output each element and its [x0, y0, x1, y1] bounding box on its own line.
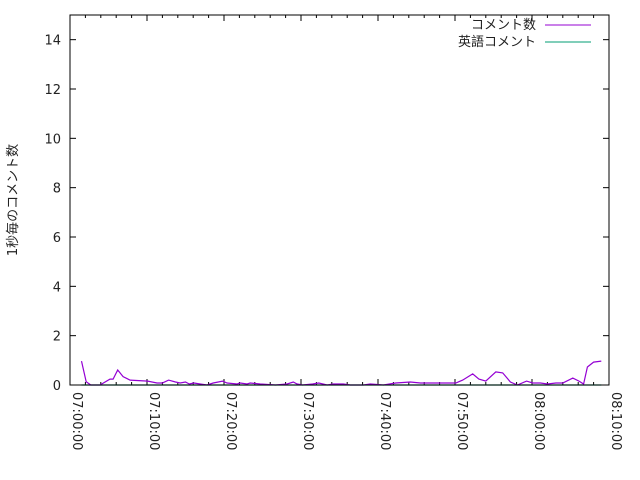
y-tick-label: 6: [53, 231, 61, 246]
plot-frame: [69, 14, 610, 386]
y-tick-label: 2: [53, 330, 61, 345]
series-line-0: [80, 360, 602, 386]
x-tick-label: 07:10:00: [146, 392, 161, 450]
x-tick-label: 07:20:00: [223, 392, 238, 450]
x-tick-label: 08:10:00: [608, 392, 623, 450]
y-axis-label: 1秒毎のコメント数: [5, 144, 21, 256]
x-tick-label: 07:40:00: [377, 392, 392, 450]
y-tick-label: 0: [53, 379, 61, 394]
x-tick-label: 07:30:00: [300, 392, 315, 450]
x-tick-label: 08:00:00: [531, 392, 546, 450]
y-tick-label: 14: [44, 34, 61, 49]
y-tick-label: 8: [53, 182, 61, 197]
y-tick-label: 4: [53, 280, 61, 295]
legend-label-1: 英語コメント: [458, 34, 536, 50]
y-tick-label: 12: [44, 83, 61, 98]
legend: コメント数 英語コメント: [458, 18, 591, 50]
y-tick-label: 10: [44, 132, 61, 147]
x-tick-label: 07:50:00: [454, 392, 469, 450]
x-tick-label: 07:00:00: [69, 392, 84, 450]
legend-label-0: コメント数: [471, 18, 536, 33]
